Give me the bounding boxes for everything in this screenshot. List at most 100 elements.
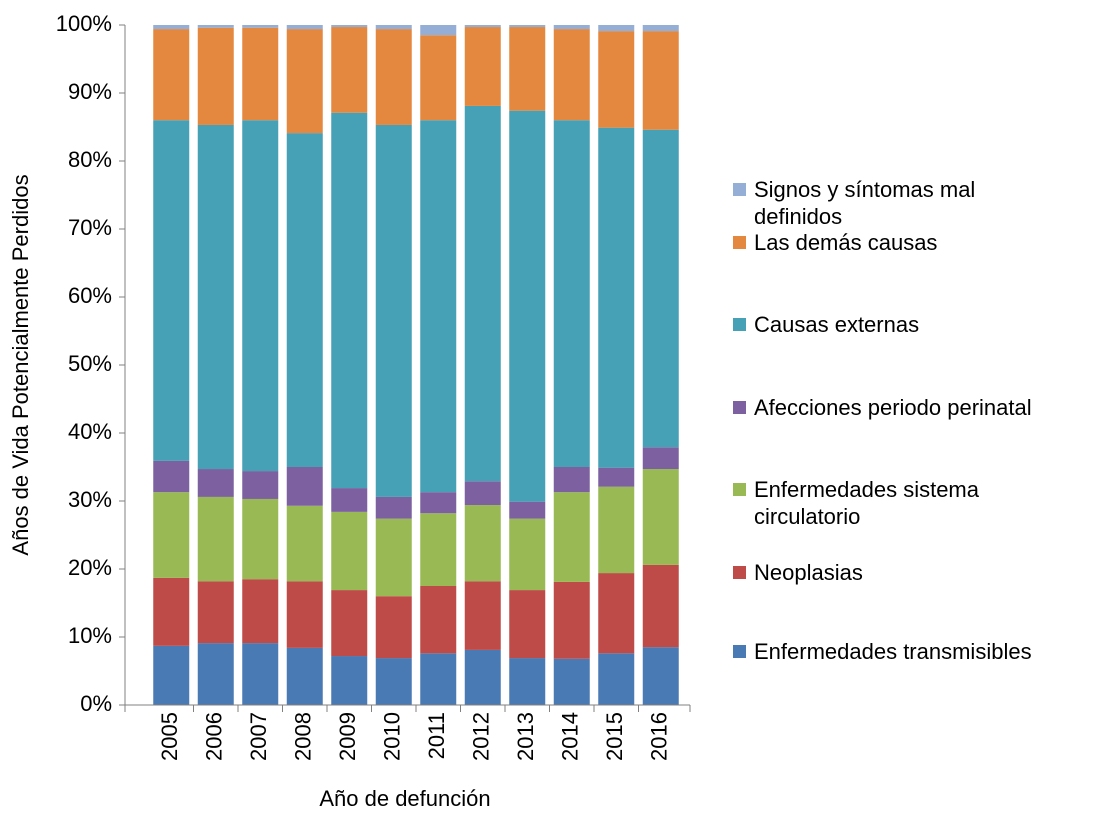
bar-segment [153,120,190,461]
legend-swatch [733,483,746,496]
bar-segment [509,27,546,111]
bar-segment [420,35,457,121]
bar-segment [420,586,457,654]
bar-segment [598,127,635,468]
bar-segment [331,590,368,657]
y-tick-label: 40% [68,419,112,444]
bar-segment [509,25,546,28]
legend-swatch [733,401,746,414]
bar-segment [331,112,368,489]
y-tick-label: 10% [68,623,112,648]
x-tick-label: 2009 [335,712,360,761]
bar-segment [553,29,590,121]
bar-segment [242,27,279,121]
bar-segment [642,447,679,470]
legend-label: Signos y síntomas mal definidos [754,177,976,229]
legend-item: Afecciones periodo perinatal [733,394,1093,421]
y-tick-label: 50% [68,351,112,376]
bar-segment [331,511,368,591]
x-tick-label: 2010 [380,712,405,761]
bar-segment [464,581,501,650]
x-tick-label: 2012 [469,712,494,761]
bar-segment [286,467,323,506]
bar-segment [286,647,323,705]
bar-segment [642,564,679,648]
legend-swatch [733,566,746,579]
bar-segment [197,124,234,470]
y-tick-label: 100% [56,11,112,36]
bar-segment [153,577,190,646]
bar-segment [197,25,234,28]
x-tick-label: 2013 [513,712,538,761]
bar-segment [286,581,323,648]
bar-segment [464,649,501,705]
bar-segment [286,25,323,30]
bar-segment [286,133,323,467]
bar-segment [331,25,368,28]
bar-segment [331,27,368,113]
legend-swatch [733,645,746,658]
legend-label: Enfermedades sistema circulatorio [754,477,979,529]
bar-segment [642,469,679,565]
legend-label: Neoplasias [754,560,863,585]
bar-segment [464,27,501,106]
legend-label: Causas externas [754,312,920,337]
bar-segment [286,29,323,134]
bar-segment [153,492,190,578]
bar-segment [420,25,457,36]
bar-segment [642,25,679,32]
bar-segment [464,105,501,482]
bar-segment [598,653,635,705]
legend-item: Signos y síntomas mal definidos [733,176,1093,230]
legend-item: Neoplasias [733,559,1093,586]
bar-segment [642,647,679,705]
legend-label: Las demás causas [754,230,938,255]
legend-label: Afecciones periodo perinatal [754,395,1032,420]
x-axis-title: Año de defunción [319,786,490,811]
bar-segment [286,505,323,582]
bar-segment [375,496,412,519]
x-tick-label: 2007 [246,712,271,761]
bar-segment [553,25,590,30]
bar-segment [375,518,412,597]
bar-segment [420,492,457,514]
bar-segment [375,124,412,497]
y-tick-label: 20% [68,555,112,580]
bar-segment [464,481,501,506]
bar-segment [420,513,457,586]
legend-item: Enfermedades transmisibles [733,638,1093,665]
bar-segment [464,505,501,582]
legend-item: Enfermedades sistema circulatorio [733,476,1093,530]
bar-segment [509,658,546,705]
y-tick-label: 90% [68,79,112,104]
bar-segment [642,31,679,130]
bar-segment [509,518,546,591]
bar-segment [642,129,679,448]
bar-segment [598,467,635,487]
bar-segment [242,120,279,472]
x-tick-label: 2006 [202,712,227,761]
bar-segment [598,573,635,654]
bar-segment [242,471,279,499]
legend-item: Causas externas [733,311,1093,338]
bar-segment [553,581,590,659]
x-tick-label: 2011 [424,712,449,759]
bar-segment [242,25,279,28]
bar-segment [331,656,368,705]
y-tick-label: 80% [68,147,112,172]
legend-item: Las demás causas [733,229,1093,256]
bar-segment [464,25,501,28]
bar-segment [197,496,234,582]
bar-segment [598,31,635,128]
bar-segment [197,27,234,125]
y-axis-title: Años de Vida Potencialmente Perdidos [8,174,33,555]
bar-segment [197,643,234,705]
bar-segment [242,498,279,580]
bar-segment [420,653,457,705]
bar-segment [375,25,412,30]
bar-segment [375,596,412,659]
bar-segment [197,581,234,644]
bar-segment [153,645,190,705]
